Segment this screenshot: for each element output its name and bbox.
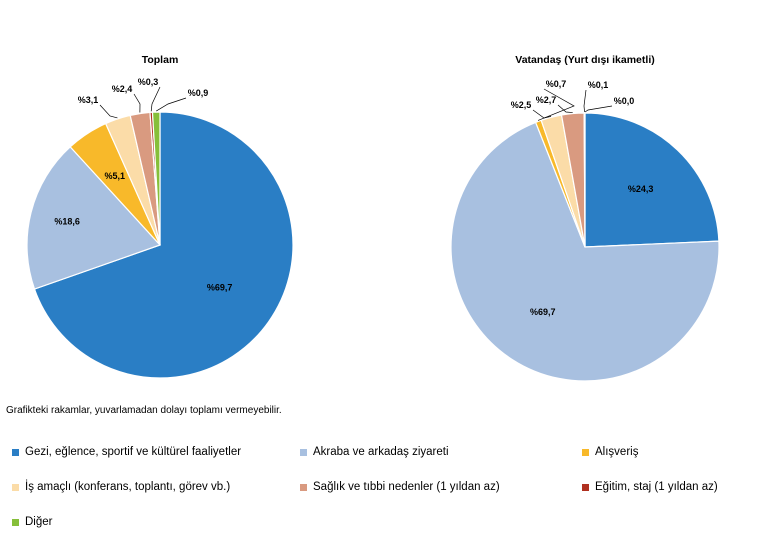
slice-data-label: %24,3 (628, 184, 654, 194)
legend-item-is: İş amaçlı (konferans, toplantı, görev vb… (12, 481, 230, 493)
legend-swatch (582, 483, 589, 491)
legend-label: Akraba ve arkadaş ziyareti (313, 446, 449, 458)
legend-item-akraba: Akraba ve arkadaş ziyareti (300, 446, 449, 458)
legend-item-alisveris: Alışveriş (582, 446, 638, 458)
leader-line (583, 89, 587, 113)
leader-line (156, 97, 187, 112)
slice-data-label: %0,9 (188, 88, 209, 98)
slice-data-label: %5,1 (105, 171, 126, 181)
chart-title: Vatandaş (Yurt dışı ikametli) (515, 54, 654, 66)
leader-line (537, 88, 575, 121)
legend-item-gezi: Gezi, eğlence, sportif ve kültürel faali… (12, 446, 241, 458)
legend-label: Eğitim, staj (1 yıldan az) (595, 481, 718, 493)
pie-slice (151, 111, 161, 246)
leader-line (584, 105, 613, 113)
slice-data-label: %18,6 (54, 217, 80, 227)
slice-data-label: %0,0 (614, 96, 635, 106)
legend-label: Diğer (25, 516, 53, 528)
legend-swatch (12, 518, 19, 526)
legend-swatch (12, 483, 19, 491)
leader-line (99, 104, 118, 119)
slice-data-label: %2,7 (536, 95, 557, 105)
slice-data-label: %3,1 (78, 95, 99, 105)
legend-swatch (12, 448, 19, 456)
pie-slice (584, 112, 720, 248)
pie-slice (583, 112, 586, 248)
legend-item-saglik: Sağlık ve tıbbi nedenler (1 yıldan az) (300, 481, 500, 493)
leader-line (133, 93, 141, 113)
pie-chart-vatandas: Vatandaş (Yurt dışı ikametli) %24,3 %69,7%… (450, 54, 720, 382)
legend-label: Gezi, eğlence, sportif ve kültürel faali… (25, 446, 242, 458)
legend-item-diger: Diğer (12, 516, 52, 528)
chart-title: Toplam (142, 54, 179, 66)
slice-data-label: %69,7 (207, 282, 233, 292)
rounding-note: Grafikteki rakamlar, yuvarlamadan dolayı… (6, 405, 282, 416)
legend-swatch (582, 448, 589, 456)
pie-charts-area: Toplam %69,7 %18,6 %5,1 %3,1 %2,4 %0,3 %0,9 Vata… (26, 54, 720, 382)
slice-data-label: %0,3 (138, 77, 159, 87)
legend-label: Alışveriş (595, 446, 639, 458)
pie-slice (33, 111, 294, 379)
slice-data-label: %69,7 (530, 307, 556, 317)
slice-data-label: %0,1 (588, 80, 609, 90)
pie-slice (26, 145, 162, 290)
legend-label: İş amaçlı (konferans, toplantı, görev vb… (25, 481, 231, 493)
leader-line (150, 86, 161, 112)
slice-data-label: %2,4 (112, 84, 133, 94)
legend-swatch (300, 448, 307, 456)
legend-swatch (300, 483, 307, 491)
slice-data-label: %0,7 (546, 79, 567, 89)
legend-item-egitim: Eğitim, staj (1 yıldan az) (582, 481, 718, 493)
leader-line (557, 104, 573, 113)
leader-line (532, 109, 552, 119)
legend-label: Sağlık ve tıbbi nedenler (1 yıldan az) (313, 481, 500, 493)
pie-slice (450, 121, 720, 382)
slice-data-label: %2,5 (511, 100, 532, 110)
pie-chart-toplam: Toplam %69,7 %18,6 %5,1 %3,1 %2,4 %0,3 %0,9 (26, 54, 294, 379)
